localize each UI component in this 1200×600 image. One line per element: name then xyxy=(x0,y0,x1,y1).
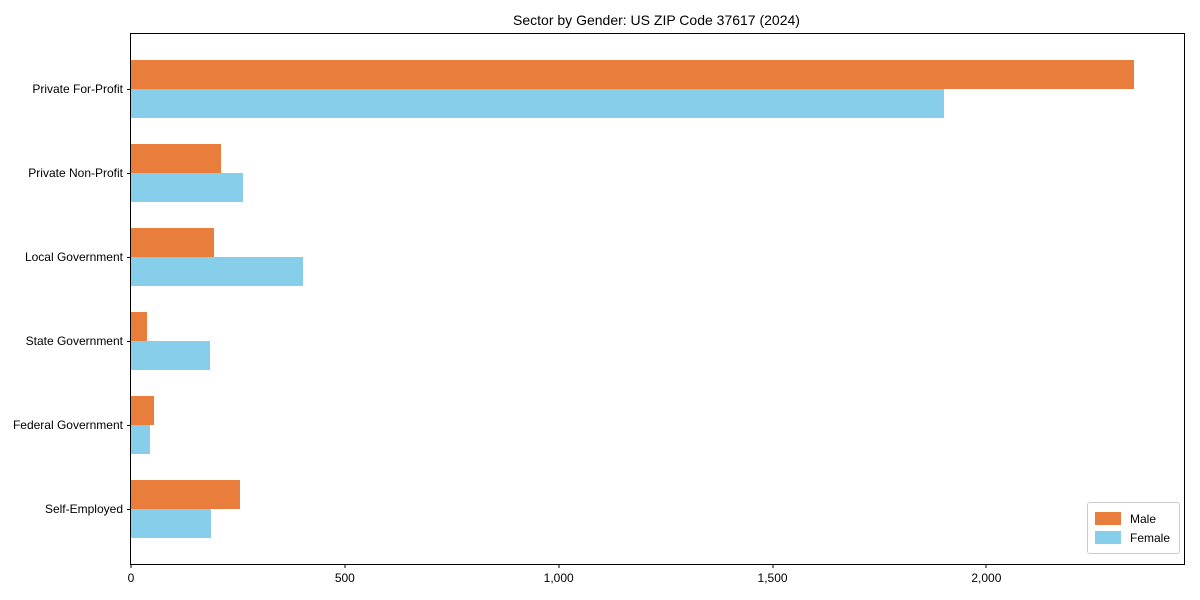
bar-female-local-government xyxy=(131,257,303,286)
y-tick-mark xyxy=(127,89,131,90)
y-tick-label-state-government: State Government xyxy=(25,334,123,348)
bar-male-private-non-profit xyxy=(131,144,221,173)
y-tick-label-self-employed: Self-Employed xyxy=(44,502,123,516)
y-tick-mark xyxy=(127,257,131,258)
x-tick-label-2-000: 2,000 xyxy=(971,571,1002,585)
x-tick-mark xyxy=(558,564,560,568)
y-tick-label-private-for-profit: Private For-Profit xyxy=(32,82,123,96)
plot-area: Male Female Private For-Profit Private Non… xyxy=(13,33,1185,585)
bar-male-local-government xyxy=(131,228,215,257)
y-tick-label-private-non-profit: Private Non-Profit xyxy=(28,166,123,180)
x-tick-label-0: 0 xyxy=(127,571,135,585)
legend: Male Female xyxy=(1086,502,1180,554)
bar-male-private-for-profit xyxy=(131,60,1134,89)
x-tick-mark xyxy=(344,564,346,568)
x-tick-mark xyxy=(772,564,774,568)
bar-female-federal-government xyxy=(131,425,150,454)
legend-entry-male: Male xyxy=(1094,509,1170,528)
bar-male-state-government xyxy=(131,312,148,341)
bar-female-state-government xyxy=(131,341,211,370)
legend-label-female: Female xyxy=(1129,530,1170,545)
bar-male-self-employed xyxy=(131,480,241,509)
bar-male-federal-government xyxy=(131,396,155,425)
x-tick-mark xyxy=(985,564,987,568)
legend-swatch-female xyxy=(1094,531,1121,544)
legend-entry-female: Female xyxy=(1094,528,1170,547)
legend-label-male: Male xyxy=(1129,511,1156,526)
x-tick-label-500: 500 xyxy=(334,571,355,585)
x-tick-mark xyxy=(130,564,132,568)
legend-swatch-male xyxy=(1094,512,1121,525)
x-tick-label-1-500: 1,500 xyxy=(757,571,788,585)
y-tick-mark xyxy=(127,425,131,426)
bar-female-private-non-profit xyxy=(131,173,244,202)
bar-female-private-for-profit xyxy=(131,89,944,118)
y-tick-mark xyxy=(127,341,131,342)
x-tick-label-1-000: 1,000 xyxy=(543,571,574,585)
chart-title: Sector by Gender: US ZIP Code 37617 (202… xyxy=(513,12,800,28)
y-tick-label-local-government: Local Government xyxy=(24,250,123,264)
y-tick-label-federal-government: Federal Government xyxy=(12,418,123,432)
y-tick-mark xyxy=(127,173,131,174)
bar-female-self-employed xyxy=(131,509,211,538)
y-tick-mark xyxy=(127,509,131,510)
